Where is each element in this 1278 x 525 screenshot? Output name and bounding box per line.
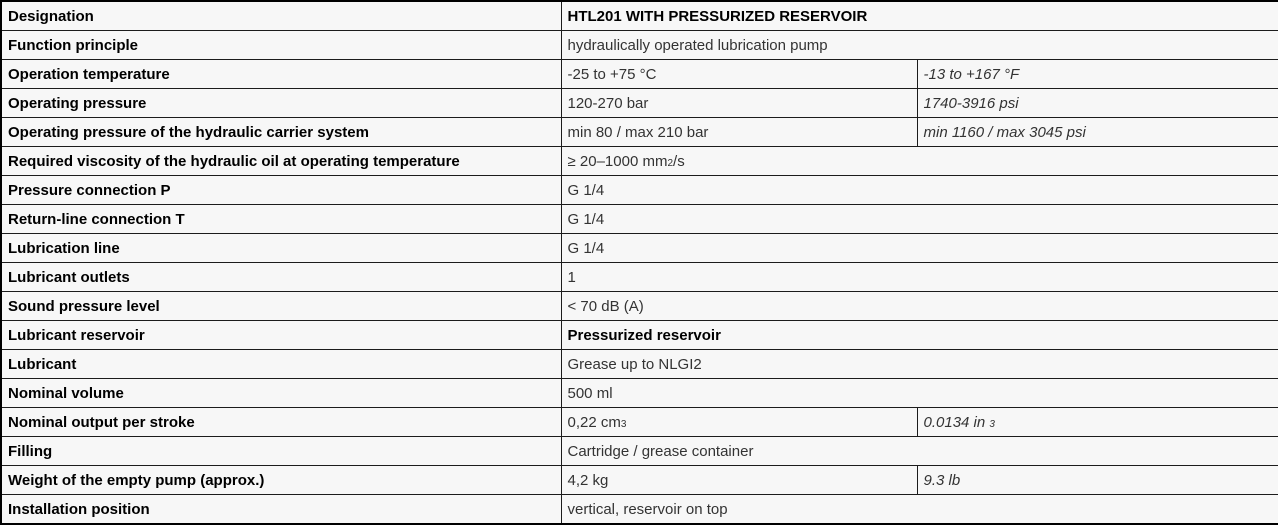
table-row: Lubricant Grease up to NLGI2 (0, 349, 1278, 379)
row-value-metric: Pressurized reservoir (560, 320, 1278, 350)
table-row: Nominal volume 500 ml (0, 378, 1278, 408)
row-label: Lubrication line (0, 233, 562, 263)
row-label: Lubricant outlets (0, 262, 562, 292)
row-label: Pressure connection P (0, 175, 562, 205)
table-row: Operation temperature -25 to +75 °C -13 … (0, 59, 1278, 89)
row-label: Operation temperature (0, 59, 562, 89)
table-row: Nominal output per stroke 0,22 cm3 0.013… (0, 407, 1278, 437)
row-value-metric: Cartridge / grease container (560, 436, 1278, 466)
table-row: Operating pressure 120-270 bar 1740-3916… (0, 88, 1278, 118)
row-value-metric: 500 ml (560, 378, 1278, 408)
row-value-metric: 1 (560, 262, 1278, 292)
row-value-metric: 120-270 bar (560, 88, 918, 118)
row-label: Operating pressure (0, 88, 562, 118)
row-value-metric: Grease up to NLGI2 (560, 349, 1278, 379)
table-row: Lubrication line G 1/4 (0, 233, 1278, 263)
row-value-metric: 0,22 cm3 (560, 407, 918, 437)
table-row: Weight of the empty pump (approx.) 4,2 k… (0, 465, 1278, 495)
row-value-metric: -25 to +75 °C (560, 59, 918, 89)
table-row: Installation position vertical, reservoi… (0, 494, 1278, 525)
row-label: Return-line connection T (0, 204, 562, 234)
row-value-metric: ≥ 20–1000 mm2/s (560, 146, 1278, 176)
row-value-imperial: 9.3 lb (916, 465, 1278, 495)
table-row: Pressure connection P G 1/4 (0, 175, 1278, 205)
row-value-metric: HTL201 WITH PRESSURIZED RESERVOIR (560, 0, 1278, 31)
row-label: Operating pressure of the hydraulic carr… (0, 117, 562, 147)
row-value-imperial: min 1160 / max 3045 psi (916, 117, 1278, 147)
table-row: Lubricant reservoir Pressurized reservoi… (0, 320, 1278, 350)
row-label: Required viscosity of the hydraulic oil … (0, 146, 562, 176)
row-label: Nominal volume (0, 378, 562, 408)
row-value-metric: < 70 dB (A) (560, 291, 1278, 321)
row-value-metric: min 80 / max 210 bar (560, 117, 918, 147)
table-row: Required viscosity of the hydraulic oil … (0, 146, 1278, 176)
row-value-metric: G 1/4 (560, 233, 1278, 263)
row-label: Installation position (0, 494, 562, 525)
row-value-metric: vertical, reservoir on top (560, 494, 1278, 525)
table-row: Function principle hydraulically operate… (0, 30, 1278, 60)
row-label: Lubricant reservoir (0, 320, 562, 350)
row-value-metric: G 1/4 (560, 175, 1278, 205)
table-row: Return-line connection T G 1/4 (0, 204, 1278, 234)
row-value-metric: 4,2 kg (560, 465, 918, 495)
row-label: Filling (0, 436, 562, 466)
row-value-metric: hydraulically operated lubrication pump (560, 30, 1278, 60)
table-row: Filling Cartridge / grease container (0, 436, 1278, 466)
row-value-imperial: 0.0134 in 3 (916, 407, 1278, 437)
row-label: Weight of the empty pump (approx.) (0, 465, 562, 495)
row-label: Function principle (0, 30, 562, 60)
row-label: Sound pressure level (0, 291, 562, 321)
table-row: Designation HTL201 WITH PRESSURIZED RESE… (0, 0, 1278, 31)
table-row: Operating pressure of the hydraulic carr… (0, 117, 1278, 147)
row-label: Designation (0, 0, 562, 31)
row-label: Nominal output per stroke (0, 407, 562, 437)
row-value-imperial: -13 to +167 °F (916, 59, 1278, 89)
row-value-imperial: 1740-3916 psi (916, 88, 1278, 118)
row-label: Lubricant (0, 349, 562, 379)
row-value-metric: G 1/4 (560, 204, 1278, 234)
table-row: Sound pressure level < 70 dB (A) (0, 291, 1278, 321)
table-row: Lubricant outlets 1 (0, 262, 1278, 292)
